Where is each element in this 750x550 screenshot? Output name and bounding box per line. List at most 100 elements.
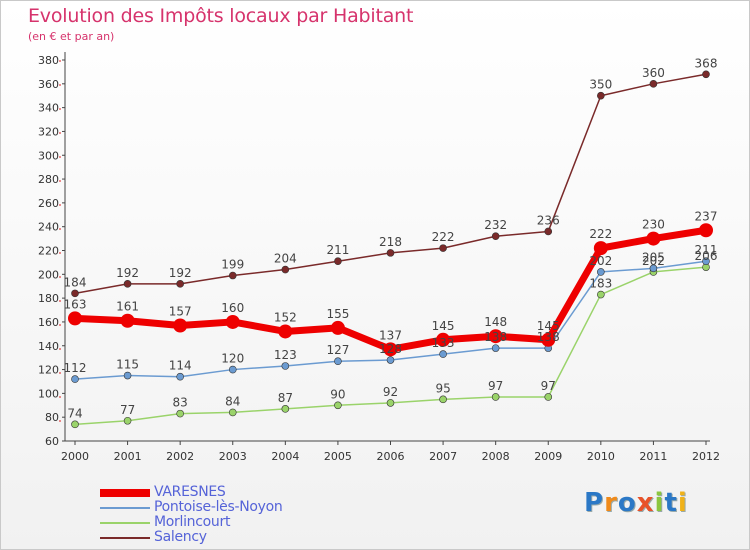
x-tick-label: 2011 bbox=[639, 450, 667, 463]
data-label: 211 bbox=[695, 243, 718, 257]
data-label: 222 bbox=[589, 227, 612, 241]
data-point bbox=[68, 311, 82, 326]
y-tick-label: 200 bbox=[38, 268, 59, 281]
chart-subtitle: (en € et par an) bbox=[28, 30, 115, 43]
data-point bbox=[491, 344, 500, 352]
data-label: 148 bbox=[484, 315, 507, 329]
data-point bbox=[281, 362, 290, 370]
data-label: 360 bbox=[642, 66, 665, 80]
y-tick-label: 180 bbox=[38, 292, 59, 305]
y-tick-label: 220 bbox=[38, 245, 59, 258]
data-label: 97 bbox=[541, 379, 556, 393]
y-tick-label: 280 bbox=[38, 173, 59, 186]
data-label: 184 bbox=[64, 275, 87, 289]
data-point bbox=[702, 257, 710, 266]
data-point bbox=[123, 280, 132, 288]
x-tick-label: 2002 bbox=[166, 450, 194, 463]
y-tick-label: 140 bbox=[38, 340, 59, 353]
data-label: 145 bbox=[432, 319, 455, 333]
data-label: 211 bbox=[326, 243, 349, 257]
data-label: 218 bbox=[379, 235, 402, 249]
data-label: 160 bbox=[221, 301, 244, 315]
data-point bbox=[173, 318, 188, 333]
data-label: 137 bbox=[379, 328, 402, 342]
data-label: 155 bbox=[326, 307, 349, 321]
x-tick-label: 2001 bbox=[114, 450, 142, 463]
data-label: 138 bbox=[484, 330, 507, 344]
legend-label: Salency bbox=[154, 529, 207, 545]
data-point bbox=[646, 231, 661, 246]
x-tick-label: 2005 bbox=[324, 450, 352, 463]
data-label: 90 bbox=[330, 387, 345, 401]
data-point bbox=[330, 320, 345, 335]
data-label: 77 bbox=[120, 403, 135, 417]
data-point bbox=[436, 332, 451, 347]
data-label: 128 bbox=[379, 342, 402, 356]
x-tick-label: 2012 bbox=[692, 450, 720, 463]
data-label: 83 bbox=[173, 396, 188, 410]
y-tick-label: 380 bbox=[38, 54, 59, 67]
data-label: 192 bbox=[116, 266, 139, 280]
data-point bbox=[593, 241, 608, 256]
data-label: 163 bbox=[64, 297, 87, 311]
data-point bbox=[71, 420, 79, 429]
data-point bbox=[439, 350, 447, 358]
legend-label: Morlincourt bbox=[154, 514, 231, 530]
x-tick-label: 2009 bbox=[534, 450, 562, 463]
data-point bbox=[228, 365, 237, 374]
x-tick-label: 2010 bbox=[587, 450, 615, 463]
legend-swatch bbox=[100, 537, 150, 539]
data-point bbox=[334, 357, 342, 366]
data-label: 120 bbox=[221, 352, 244, 366]
data-point bbox=[71, 289, 79, 298]
data-point bbox=[120, 313, 135, 328]
data-label: 222 bbox=[432, 230, 455, 244]
y-tick-label: 300 bbox=[38, 149, 59, 162]
data-label: 230 bbox=[642, 218, 665, 232]
data-label: 157 bbox=[169, 305, 192, 319]
data-label: 112 bbox=[64, 361, 87, 375]
data-point bbox=[281, 265, 290, 274]
data-point bbox=[386, 399, 395, 407]
data-point bbox=[699, 223, 713, 238]
data-point bbox=[176, 372, 184, 381]
x-tick-label: 2000 bbox=[61, 450, 89, 463]
data-label: 138 bbox=[537, 330, 560, 344]
data-label: 161 bbox=[116, 300, 139, 314]
data-label: 133 bbox=[432, 336, 455, 350]
y-tick-label: 340 bbox=[38, 102, 59, 115]
data-label: 206 bbox=[695, 249, 718, 263]
data-label: 183 bbox=[589, 277, 612, 291]
data-point bbox=[228, 408, 237, 417]
x-tick-label: 2004 bbox=[271, 450, 299, 463]
data-label: 74 bbox=[67, 406, 82, 420]
data-point bbox=[278, 324, 293, 339]
y-tick-label: 160 bbox=[38, 316, 59, 329]
proxiti-logo: Proxiti bbox=[584, 488, 688, 518]
x-tick-label: 2008 bbox=[482, 450, 510, 463]
data-label: 202 bbox=[589, 254, 612, 268]
data-label: 368 bbox=[695, 56, 718, 70]
data-point bbox=[123, 416, 132, 425]
legend-label: VARESNES bbox=[154, 484, 226, 500]
data-point bbox=[597, 91, 605, 100]
y-tick-label: 360 bbox=[38, 78, 59, 91]
data-label: 237 bbox=[695, 209, 718, 223]
data-label: 236 bbox=[537, 213, 560, 227]
y-tick-label: 240 bbox=[38, 221, 59, 234]
chart-title: Evolution des Impôts locaux par Habitant bbox=[28, 5, 414, 27]
data-label: 95 bbox=[435, 381, 450, 395]
data-point bbox=[491, 393, 500, 401]
data-point bbox=[228, 271, 237, 280]
data-point bbox=[71, 375, 79, 383]
y-tick-label: 100 bbox=[38, 387, 59, 400]
data-point bbox=[702, 70, 710, 79]
data-point bbox=[491, 232, 500, 241]
y-tick-label: 80 bbox=[45, 411, 59, 424]
data-point bbox=[541, 332, 556, 347]
data-label: 84 bbox=[225, 394, 240, 408]
data-point bbox=[176, 280, 184, 288]
legend-label: Pontoise-lès-Noyon bbox=[154, 499, 283, 515]
data-point bbox=[544, 227, 553, 236]
